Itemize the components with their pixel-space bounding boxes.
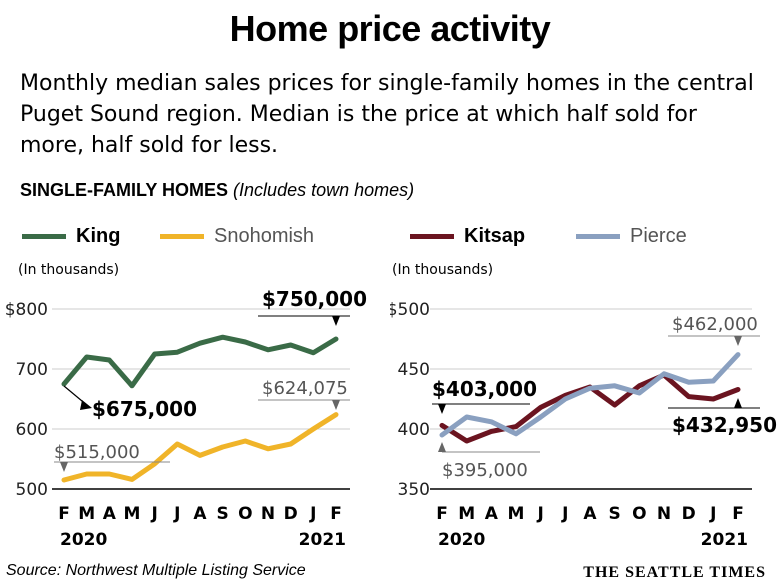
x-tick-label: J — [709, 504, 716, 524]
y-tick-label: 600 — [16, 420, 48, 440]
x-tick-label: D — [284, 504, 298, 524]
data-label: $515,000 — [54, 442, 140, 463]
units-right: (In thousands) — [392, 262, 494, 278]
legend-snohomish-label: Snohomish — [214, 224, 315, 247]
x-tick-label: J — [537, 504, 544, 524]
section-heading: SINGLE-FAMILY HOMES (Includes town homes… — [20, 180, 414, 201]
x-tick-label: A — [583, 504, 597, 524]
x-tick-label: S — [217, 504, 229, 524]
annotation-pointer — [734, 336, 742, 346]
x-tick-label: F — [732, 504, 744, 524]
annotation-pointer — [734, 398, 742, 408]
legend-kitsap-swatch — [410, 233, 454, 239]
legend-pierce-label: Pierce — [630, 224, 687, 247]
annotation-pointer — [438, 442, 446, 452]
data-label: $395,000 — [442, 460, 528, 481]
x-tick-label: F — [58, 504, 70, 524]
x-tick-label: A — [103, 504, 117, 524]
section-heading-bold: SINGLE-FAMILY HOMES — [20, 180, 229, 200]
y-tick-label: 450 — [398, 360, 430, 380]
annotation-pointer — [438, 404, 446, 414]
y-tick-label: 350 — [398, 480, 430, 500]
legend-kitsap: Kitsap — [410, 224, 525, 248]
annotation-pointer — [60, 462, 68, 472]
data-label: $624,075 — [262, 378, 348, 399]
x-tick-label: N — [261, 504, 275, 524]
legend-pierce-swatch — [576, 233, 620, 239]
x-tick-label: O — [632, 504, 646, 524]
annotation-pointer — [80, 400, 92, 410]
legend-king-label: King — [76, 224, 121, 247]
x-tick-label: F — [330, 504, 342, 524]
y-tick-label: 400 — [398, 420, 430, 440]
x-tick-label: J — [561, 504, 568, 524]
x-tick-label: J — [151, 504, 158, 524]
legend-pierce: Pierce — [576, 224, 687, 248]
legend-king: King — [22, 224, 120, 248]
x-tick-label: A — [193, 504, 207, 524]
data-label: $403,000 — [432, 377, 537, 401]
year-label-2021: 2021 — [299, 530, 346, 550]
x-tick-label: M — [508, 504, 525, 524]
legend-snohomish-swatch — [160, 233, 204, 239]
y-tick-label: $800 — [5, 300, 48, 320]
source-note: Source: Northwest Multiple Listing Servi… — [6, 562, 306, 579]
data-label: $675,000 — [92, 397, 197, 421]
y-tick-label: $500 — [390, 300, 430, 320]
series-line-king — [61, 334, 339, 389]
year-label-2020: 2020 — [438, 530, 485, 550]
x-tick-label: J — [309, 504, 316, 524]
y-tick-label: 500 — [16, 480, 48, 500]
legend-kitsap-label: Kitsap — [464, 224, 526, 247]
legend-king-swatch — [22, 233, 66, 239]
page-subtitle: Monthly median sales prices for single-f… — [20, 71, 754, 158]
year-label-2020: 2020 — [60, 530, 107, 550]
y-tick-label: 700 — [16, 360, 48, 380]
x-tick-label: J — [173, 504, 180, 524]
x-tick-label: M — [458, 504, 475, 524]
series-line-pierce — [439, 352, 741, 438]
annotation-pointer — [332, 316, 340, 326]
data-label: $462,000 — [672, 314, 758, 335]
annotation-pointer — [332, 400, 340, 410]
x-tick-label: O — [238, 504, 252, 524]
series-line-snohomish — [61, 412, 339, 483]
legend-snohomish: Snohomish — [160, 224, 314, 248]
section-heading-note: (Includes town homes) — [233, 180, 415, 200]
x-tick-label: A — [485, 504, 499, 524]
x-tick-label: S — [609, 504, 621, 524]
brand-logo: THE SEATTLE TIMES — [583, 564, 766, 581]
x-tick-label: M — [124, 504, 141, 524]
year-label-2021: 2021 — [701, 530, 748, 550]
data-label: $432,950 — [672, 413, 777, 437]
x-tick-label: F — [436, 504, 448, 524]
x-tick-label: N — [657, 504, 671, 524]
page-title: Home price activity — [229, 8, 551, 49]
data-label: $750,000 — [262, 287, 367, 311]
x-tick-label: D — [682, 504, 696, 524]
units-left: (In thousands) — [18, 262, 120, 278]
x-tick-label: M — [78, 504, 95, 524]
